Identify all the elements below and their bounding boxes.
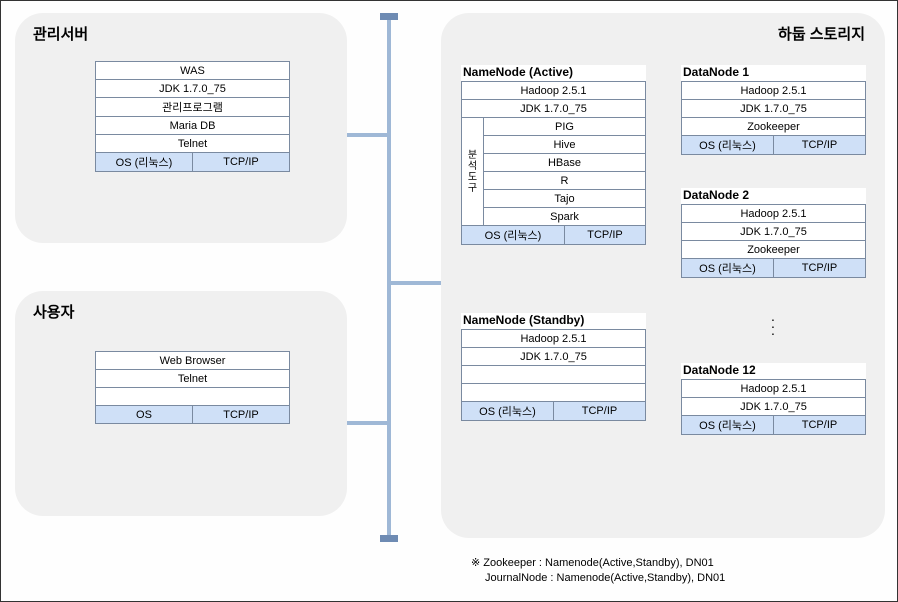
mgmt-jdk: JDK 1.7.0_75: [96, 80, 290, 98]
dn1-title: DataNode 1: [681, 65, 866, 79]
nn-active-tajo: Tajo: [484, 190, 646, 208]
dn12-hadoop: Hadoop 2.5.1: [682, 380, 866, 398]
footnote-l1: ※ Zookeeper : Namenode(Active,Standby), …: [471, 556, 725, 571]
dn1-hadoop: Hadoop 2.5.1: [682, 82, 866, 100]
user-browser: Web Browser: [96, 352, 290, 370]
namenode-active: NameNode (Active) Hadoop 2.5.1 JDK 1.7.0…: [461, 65, 646, 245]
nn-active-os: OS (리눅스): [462, 226, 565, 245]
dn2-zk: Zookeeper: [682, 241, 866, 259]
bus-vertical: [387, 17, 391, 537]
bus-cap-bottom: [380, 535, 398, 542]
dn2-hadoop: Hadoop 2.5.1: [682, 205, 866, 223]
dn12-net: TCP/IP: [774, 416, 866, 435]
dn1-jdk: JDK 1.7.0_75: [682, 100, 866, 118]
nn-active-net: TCP/IP: [565, 226, 646, 245]
datanode-12: DataNode 12 Hadoop 2.5.1 JDK 1.7.0_75 OS…: [681, 363, 866, 435]
zone-hadoop-title: 하둡 스토리지: [778, 23, 865, 44]
user-stack: Web Browser Telnet OS TCP/IP: [95, 351, 290, 424]
dn2-net: TCP/IP: [774, 259, 866, 278]
dn12-table: Hadoop 2.5.1 JDK 1.7.0_75 OS (리눅스) TCP/I…: [681, 379, 866, 435]
footnote: ※ Zookeeper : Namenode(Active,Standby), …: [471, 556, 725, 586]
user-empty: [96, 388, 290, 406]
nn-active-hive: Hive: [484, 136, 646, 154]
nn-active-hbase: HBase: [484, 154, 646, 172]
dn2-jdk: JDK 1.7.0_75: [682, 223, 866, 241]
zone-hadoop: 하둡 스토리지 NameNode (Active) Hadoop 2.5.1 J…: [441, 13, 885, 538]
dn12-jdk: JDK 1.7.0_75: [682, 398, 866, 416]
dn1-table: Hadoop 2.5.1 JDK 1.7.0_75 Zookeeper OS (…: [681, 81, 866, 155]
bus-h-hadoop: [391, 281, 441, 285]
dn1-os: OS (리눅스): [682, 136, 774, 155]
user-os: OS: [96, 406, 193, 424]
nn-standby-e1: [462, 366, 646, 384]
mgmt-prog: 관리프로그램: [96, 98, 290, 117]
mgmt-stack: WAS JDK 1.7.0_75 관리프로그램 Maria DB Telnet …: [95, 61, 290, 172]
dn1-zk: Zookeeper: [682, 118, 866, 136]
bus-cap-top: [380, 13, 398, 20]
dn2-table: Hadoop 2.5.1 JDK 1.7.0_75 Zookeeper OS (…: [681, 204, 866, 278]
mgmt-table: WAS JDK 1.7.0_75 관리프로그램 Maria DB Telnet …: [95, 61, 290, 172]
dn2-title: DataNode 2: [681, 188, 866, 202]
nn-standby-os: OS (리눅스): [462, 402, 554, 421]
zone-mgmt: 관리서버 WAS JDK 1.7.0_75 관리프로그램 Maria DB Te…: [15, 13, 347, 243]
nn-active-jdk: JDK 1.7.0_75: [462, 100, 646, 118]
mgmt-telnet: Telnet: [96, 135, 290, 153]
datanode-1: DataNode 1 Hadoop 2.5.1 JDK 1.7.0_75 Zoo…: [681, 65, 866, 155]
nn-standby-e2: [462, 384, 646, 402]
user-net: TCP/IP: [193, 406, 290, 424]
nn-standby-hadoop: Hadoop 2.5.1: [462, 330, 646, 348]
nn-active-table: Hadoop 2.5.1 JDK 1.7.0_75 분석도구 PIG Hive …: [461, 81, 646, 245]
nn-standby-title: NameNode (Standby): [461, 313, 646, 327]
dn12-os: OS (리눅스): [682, 416, 774, 435]
ellipsis-dots: ...: [767, 313, 779, 334]
nn-active-r: R: [484, 172, 646, 190]
nn-standby-net: TCP/IP: [554, 402, 646, 421]
dn2-os: OS (리눅스): [682, 259, 774, 278]
dn12-title: DataNode 12: [681, 363, 866, 377]
nn-standby-table: Hadoop 2.5.1 JDK 1.7.0_75 OS (리눅스) TCP/I…: [461, 329, 646, 421]
dn1-net: TCP/IP: [774, 136, 866, 155]
nn-standby-jdk: JDK 1.7.0_75: [462, 348, 646, 366]
footnote-l2: JournalNode : Namenode(Active,Standby), …: [471, 571, 725, 586]
datanode-2: DataNode 2 Hadoop 2.5.1 JDK 1.7.0_75 Zoo…: [681, 188, 866, 278]
nn-active-spark: Spark: [484, 208, 646, 226]
user-table: Web Browser Telnet OS TCP/IP: [95, 351, 290, 424]
mgmt-net: TCP/IP: [193, 153, 290, 172]
nn-active-sidelabel: 분석도구: [462, 118, 484, 226]
namenode-standby: NameNode (Standby) Hadoop 2.5.1 JDK 1.7.…: [461, 313, 646, 421]
zone-mgmt-title: 관리서버: [33, 23, 88, 44]
mgmt-maria: Maria DB: [96, 117, 290, 135]
mgmt-os: OS (리눅스): [96, 153, 193, 172]
nn-active-title: NameNode (Active): [461, 65, 646, 79]
zone-user: 사용자 Web Browser Telnet OS TCP/IP: [15, 291, 347, 516]
nn-active-pig: PIG: [484, 118, 646, 136]
zone-user-title: 사용자: [33, 301, 74, 322]
nn-active-hadoop: Hadoop 2.5.1: [462, 82, 646, 100]
user-telnet: Telnet: [96, 370, 290, 388]
mgmt-was: WAS: [96, 62, 290, 80]
diagram-frame: 관리서버 WAS JDK 1.7.0_75 관리프로그램 Maria DB Te…: [0, 0, 898, 602]
